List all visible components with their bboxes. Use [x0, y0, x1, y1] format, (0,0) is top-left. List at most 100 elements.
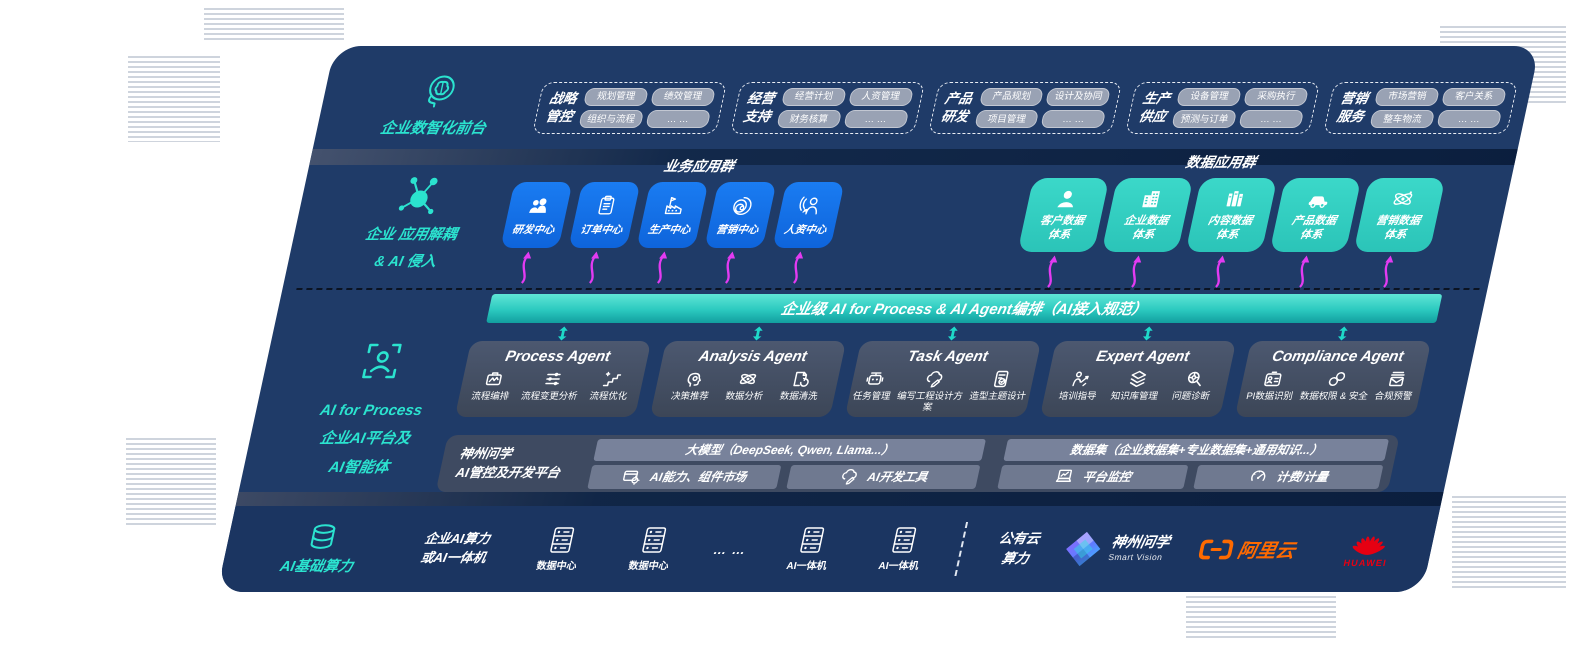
ai-for-process-label: AI for Process 企业AI平台及 AI智能体: [266, 338, 476, 479]
teal-updown-arrow: [753, 326, 763, 341]
doc-refresh-icon: [793, 371, 810, 387]
ai-appliance-item: AI一体机: [773, 526, 847, 572]
task-agent: Task Agent 任务管理: [844, 326, 1045, 417]
magenta-arrow: [1383, 255, 1394, 288]
app-content-data: 内容数据 体系: [1178, 178, 1278, 288]
expert-agent: Expert Agent 培训指导 知识库管理: [1039, 326, 1240, 417]
agent-capability: 任务管理: [852, 369, 897, 402]
ai-for-process-line1: AI for Process: [318, 402, 424, 419]
person-icon: [1057, 191, 1073, 208]
server-icon: [550, 527, 575, 553]
billing-metering-cell: 计费/计量: [1193, 464, 1384, 489]
app-rd-center: 研发中心: [493, 182, 573, 284]
agent-capability: 决策推荐: [670, 369, 715, 402]
enterprise-compute-label: 企业AI算力 或AI一体机: [419, 531, 492, 565]
server-icon: [892, 527, 917, 553]
huawei-logo: HUAWEI: [1328, 530, 1408, 568]
chip: 规划管理: [583, 87, 649, 106]
front-office-title: 企业数智化前台: [378, 120, 488, 137]
app-product-data: 产品数据 体系: [1262, 178, 1362, 288]
app-enterprise-data: 企业数据 体系: [1094, 178, 1194, 288]
aliyun-logo: 阿里云: [1195, 536, 1313, 563]
sliders-icon: [545, 372, 561, 386]
gem-icon: [1066, 531, 1101, 567]
agent-capability: 数据权限 & 安全: [1299, 369, 1374, 402]
compute-label: AI基础算力: [254, 522, 386, 576]
clipboard-icon: [598, 195, 615, 215]
dataset-bar: 数据集（企业数据集+专业数据集+通用知识...）: [1003, 438, 1390, 461]
analysis-agent: Analysis Agent 决策推荐 数据分析: [649, 326, 850, 417]
chip: 产品规划: [978, 87, 1045, 106]
aliyun-bracket-icon: [1199, 539, 1234, 559]
dataset-group: 数据集（企业数据集+专业数据集+通用知识...） 平台监控 计费/计量: [997, 438, 1390, 489]
spiral-target-icon: [733, 196, 752, 215]
flow-box-icon: [485, 372, 502, 386]
aliyun-name: 阿里云: [1235, 540, 1298, 562]
magenta-arrow: [1131, 255, 1142, 288]
magenta-arrow: [724, 251, 736, 284]
datacenter-item: 数据中心: [523, 526, 597, 572]
magenta-arrow: [520, 251, 532, 284]
ai-governance-platform-bar: 神州问学 AI管控及开发平台 大模型（DeepSeek, Qwen, Llama…: [435, 435, 1400, 492]
agent-capability: 数据分析: [724, 369, 769, 402]
chip: 项目管理: [973, 110, 1040, 129]
people-icon: [529, 197, 547, 213]
app-marketing-center: 营销中心: [697, 182, 777, 284]
magenta-arrow: [1215, 255, 1226, 288]
component-market-icon: [623, 470, 641, 486]
person-frame-icon: [362, 343, 402, 379]
chip: … …: [1040, 110, 1107, 129]
magenta-arrow: [1047, 255, 1058, 288]
teal-updown-arrow: [948, 326, 958, 341]
cloud-pen-icon: [926, 371, 942, 388]
molecule-icon: [398, 177, 438, 215]
biz-app-row: 研发中心 订单中心: [493, 182, 845, 284]
magenta-arrow: [792, 251, 804, 284]
linked-circles-icon: [1329, 371, 1346, 387]
cloud-devtool-icon: [841, 468, 857, 485]
model-group: 大模型（DeepSeek, Qwen, Llama...） AI能力、组件市场 …: [587, 438, 987, 489]
group-operation: 经营 支持 经营计划 人资管理 财务核算 … …: [729, 81, 925, 135]
brain-icon: [428, 75, 455, 108]
layers-icon: [1129, 370, 1147, 388]
server-icon: [642, 527, 667, 553]
ai-for-process-line3: AI智能体: [327, 458, 391, 476]
atom-icon: [1393, 191, 1413, 206]
chip: 预测与订单: [1171, 110, 1238, 129]
agent-capability: 数据清洗: [779, 369, 824, 402]
columns-icon: [1226, 191, 1243, 207]
server-icon: [800, 527, 825, 553]
front-office-row: 企业数智化前台 战略 管控 规划管理 绩效管理 组织与流程 … … 经营 支持 经营…: [339, 62, 1523, 148]
platform-subtitle: AI管控及开发平台: [454, 464, 562, 480]
main-panel: 企业数智化前台 战略 管控 规划管理 绩效管理 组织与流程 … … 经营 支持 经营…: [216, 46, 1540, 592]
front-office-groups: 战略 管控 规划管理 绩效管理 组织与流程 … … 经营 支持 经营计划 人资管理 …: [531, 81, 1519, 135]
agent-capability: 知识库管理: [1110, 369, 1164, 402]
chip: … …: [1436, 110, 1503, 129]
smartvision-logo: 神州问学 Smart Vision: [1060, 530, 1190, 568]
chip: … …: [842, 110, 909, 129]
tablet-check-icon: [994, 370, 1009, 388]
group-strategy: 战略 管控 规划管理 绩效管理 组织与流程 … …: [531, 81, 728, 135]
atom-icon: [739, 373, 757, 385]
teal-updown-arrow: [1143, 326, 1153, 341]
front-office-label: 企业数智化前台: [341, 72, 535, 138]
agent-capability: 培训指导: [1058, 369, 1103, 402]
teal-updown-arrow: [558, 326, 568, 341]
magenta-arrow: [656, 251, 668, 284]
agent-capability: 流程优化: [588, 369, 633, 402]
magenta-arrow: [1299, 255, 1310, 288]
agent-capability: 流程编排: [470, 369, 515, 402]
ai-capability-market-cell: AI能力、组件市场: [587, 464, 782, 489]
chip: 整车物流: [1369, 110, 1436, 129]
llm-bar: 大模型（DeepSeek, Qwen, Llama...）: [593, 438, 987, 461]
laptop-chart-icon: [1055, 469, 1073, 482]
scan-artifact: [126, 438, 216, 528]
huawei-flower-icon: [1352, 536, 1385, 555]
mail-alert-icon: [1389, 371, 1405, 387]
steps-icon: [602, 371, 622, 387]
chip: 组织与流程: [578, 110, 645, 129]
chip: … …: [645, 110, 711, 129]
chip: 市场营销: [1374, 87, 1441, 106]
ai-devtools-cell: AI开发工具: [786, 464, 981, 489]
